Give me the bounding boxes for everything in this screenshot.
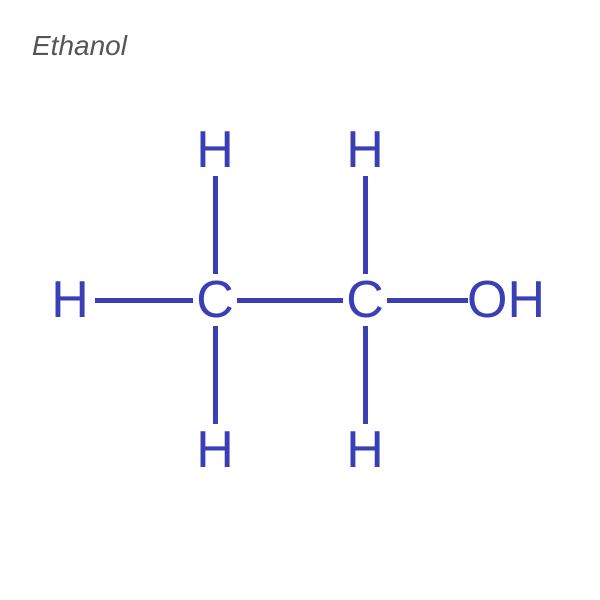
atom-h-bottom-right: H bbox=[346, 420, 384, 480]
bond-c2-hb bbox=[363, 326, 368, 424]
atom-h-top-left: H bbox=[196, 120, 234, 180]
bond-c1-c2 bbox=[237, 298, 343, 303]
bond-h-c1 bbox=[95, 298, 193, 303]
compound-title: Ethanol bbox=[32, 30, 127, 62]
atom-h-top-right: H bbox=[346, 120, 384, 180]
bond-c1-hb bbox=[213, 326, 218, 424]
bond-c2-oh bbox=[387, 298, 468, 303]
atom-h-left: H bbox=[51, 270, 89, 330]
atom-oh: OH bbox=[467, 270, 545, 330]
atom-c2: C bbox=[346, 270, 384, 330]
bond-c2-ht bbox=[363, 176, 368, 274]
atom-c1: C bbox=[196, 270, 234, 330]
atom-h-bottom-left: H bbox=[196, 420, 234, 480]
bond-c1-ht bbox=[213, 176, 218, 274]
